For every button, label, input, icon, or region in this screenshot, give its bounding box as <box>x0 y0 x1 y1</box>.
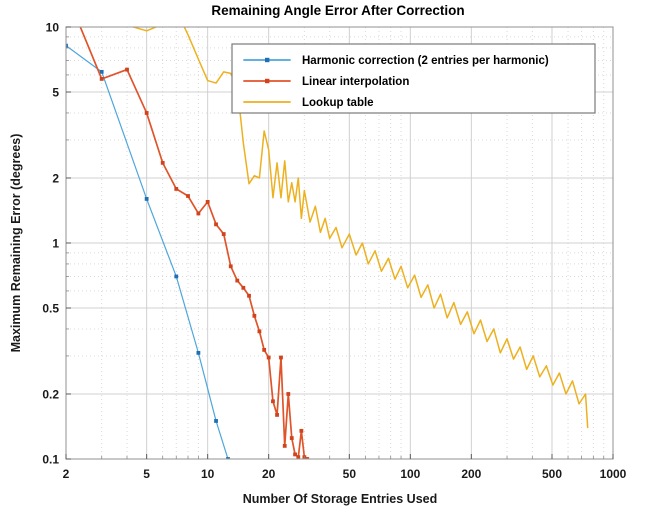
y-tick-labels: 0.1 0.2 0.5 1 2 5 10 <box>42 21 59 467</box>
x-tick-label: 2 <box>63 467 70 481</box>
x-tick-labels: 2 5 10 20 50 100 200 500 1000 <box>63 467 627 481</box>
y-tick-label: 1 <box>52 237 59 251</box>
y-tick-label: 2 <box>52 171 59 185</box>
legend-entry[interactable]: Lookup table <box>243 97 374 109</box>
x-tick-label: 500 <box>542 467 562 481</box>
y-tick-label: 10 <box>46 21 60 35</box>
series-harmonic-correction <box>66 43 230 459</box>
tick-marks <box>65 26 614 460</box>
x-tick-label: 5 <box>143 467 150 481</box>
legend-label: Harmonic correction (2 entries per harmo… <box>302 55 549 67</box>
chart-legend[interactable]: Harmonic correction (2 entries per harmo… <box>231 43 596 114</box>
legend-entry[interactable]: Harmonic correction (2 entries per harmo… <box>243 55 549 67</box>
x-tick-label: 1000 <box>600 467 627 481</box>
x-tick-label: 50 <box>343 467 357 481</box>
x-tick-label: 10 <box>201 467 215 481</box>
legend-entry[interactable]: Linear interpolation <box>243 76 409 88</box>
y-tick-label: 0.1 <box>42 453 59 467</box>
legend-background <box>231 43 596 114</box>
y-tick-label: 5 <box>52 86 59 100</box>
x-axis-label: Number Of Storage Entries Used <box>243 492 438 506</box>
chart-title: Remaining Angle Error After Correction <box>211 3 464 18</box>
x-tick-label: 200 <box>461 467 481 481</box>
y-axis-label: Maximum Remaining Error (degrees) <box>9 134 23 353</box>
legend-label: Lookup table <box>302 97 374 109</box>
series-linear-interpolation <box>79 27 310 459</box>
y-tick-label: 0.2 <box>42 387 59 401</box>
y-tick-label: 0.5 <box>42 302 59 316</box>
x-tick-label: 100 <box>400 467 420 481</box>
x-tick-label: 20 <box>262 467 276 481</box>
legend-label: Linear interpolation <box>302 76 409 88</box>
